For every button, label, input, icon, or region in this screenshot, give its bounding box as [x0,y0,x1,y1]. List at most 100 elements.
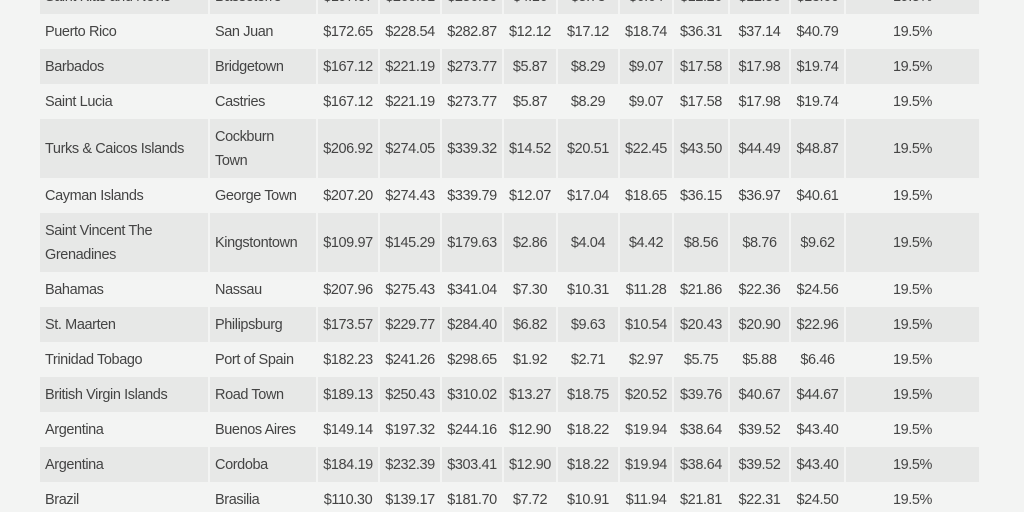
value-cell: $24.56 [790,272,846,307]
city-cell: Philipsburg [209,307,318,342]
value-cell: 19.5% [845,412,981,447]
value-cell: $172.65 [317,14,380,49]
table-row: Saint Vincent The Grenadines Kingstontown… [40,213,981,272]
value-cell: $256.36 [441,0,504,14]
value-cell: $173.57 [317,307,380,342]
city-cell: Port of Spain [209,342,318,377]
value-cell: 19.5% [845,14,981,49]
value-cell: $24.50 [790,482,846,512]
value-cell: $2.71 [557,342,620,377]
value-cell: $298.65 [441,342,504,377]
value-cell: $38.64 [673,447,730,482]
table-row: Trinidad Tobago Port of Spain $182.23 $241.… [40,342,981,377]
value-cell: $339.32 [441,119,504,178]
value-cell: $20.90 [729,307,791,342]
value-cell: $7.72 [503,482,558,512]
value-cell: 19.5% [845,342,981,377]
table-body: Saint Kitts and NevisBasseterre$197.07$2… [40,0,981,512]
value-cell: $19.74 [790,84,846,119]
value-cell: $184.19 [317,447,380,482]
city-cell: Brasilia [209,482,318,512]
city-cell: San Juan [209,14,318,49]
value-cell: $18.22 [557,412,620,447]
value-cell: $4.16 [503,0,558,14]
value-cell: $18.74 [619,14,674,49]
value-cell: $284.40 [441,307,504,342]
value-cell: $11.28 [619,272,674,307]
value-cell: $139.17 [379,482,442,512]
value-cell: $20.51 [557,119,620,178]
value-cell: $260.91 [379,0,442,14]
country-cell: Saint Vincent The Grenadines [40,213,210,272]
value-cell: $43.50 [673,119,730,178]
value-cell: $145.29 [379,213,442,272]
value-cell: $5.87 [503,84,558,119]
value-cell: $167.12 [317,84,380,119]
value-cell: $273.77 [441,84,504,119]
country-cell: Cayman Islands [40,178,210,213]
table-row: Puerto Rico San Juan $172.65 $228.54 $282.87… [40,14,981,49]
table-row: Brazil Brasilia $110.30 $139.17 $181.70 $7.72… [40,482,981,512]
value-cell: 19.5% [845,447,981,482]
value-cell: $21.86 [673,272,730,307]
value-cell: $10.54 [619,307,674,342]
value-cell: $197.07 [317,0,380,14]
table-row: Argentina Buenos Aires $149.14 $197.32 $244.… [40,412,981,447]
table-row: British Virgin Islands Road Town $189.13 $2… [40,377,981,412]
value-cell: 19.5% [845,377,981,412]
value-cell: $274.43 [379,178,442,213]
value-cell: $179.63 [441,213,504,272]
value-cell: $341.04 [441,272,504,307]
value-cell: $43.40 [790,447,846,482]
value-cell: $275.43 [379,272,442,307]
city-cell: Kingstontown [209,213,318,272]
table-row: Saint Lucia Castries $167.12 $221.19 $273.77… [40,84,981,119]
value-cell: $7.30 [503,272,558,307]
value-cell: $6.64 [619,0,674,14]
value-cell: $37.14 [729,14,791,49]
value-cell: $282.87 [441,14,504,49]
value-cell: $17.58 [673,84,730,119]
value-cell: $228.54 [379,14,442,49]
value-cell: $8.56 [673,213,730,272]
value-cell: $12.12 [503,14,558,49]
value-cell: $22.96 [790,307,846,342]
value-cell: $13.27 [503,377,558,412]
table-row: Turks & Caicos Islands Cockburn Town $206.… [40,119,981,178]
value-cell: $8.29 [557,84,620,119]
country-cell: Argentina [40,412,210,447]
value-cell: 19.5% [845,272,981,307]
city-cell: George Town [209,178,318,213]
value-cell: $12.56 [729,0,791,14]
value-cell: $5.75 [673,342,730,377]
value-cell: $48.87 [790,119,846,178]
city-cell: Cordoba [209,447,318,482]
country-cell: Turks & Caicos Islands [40,119,210,178]
country-cell: Brazil [40,482,210,512]
city-cell: Nassau [209,272,318,307]
value-cell: $241.26 [379,342,442,377]
value-cell: $207.20 [317,178,380,213]
value-cell: $40.67 [729,377,791,412]
value-cell: $207.96 [317,272,380,307]
value-cell: $2.86 [503,213,558,272]
value-cell: $339.79 [441,178,504,213]
value-cell: $250.43 [379,377,442,412]
value-cell: $20.52 [619,377,674,412]
table-row: Bahamas Nassau $207.96 $275.43 $341.04 $7.30 $… [40,272,981,307]
value-cell: $44.67 [790,377,846,412]
value-cell: $19.94 [619,412,674,447]
value-cell: $19.74 [790,49,846,84]
value-cell: $5.88 [729,342,791,377]
value-cell: $38.64 [673,412,730,447]
value-cell: $10.31 [557,272,620,307]
value-cell: 19.5% [845,119,981,178]
value-cell: $39.76 [673,377,730,412]
value-cell: $39.52 [729,412,791,447]
value-cell: $40.61 [790,178,846,213]
value-cell: $22.31 [729,482,791,512]
value-cell: $4.04 [557,213,620,272]
value-cell: $167.12 [317,49,380,84]
value-cell: $273.77 [441,49,504,84]
